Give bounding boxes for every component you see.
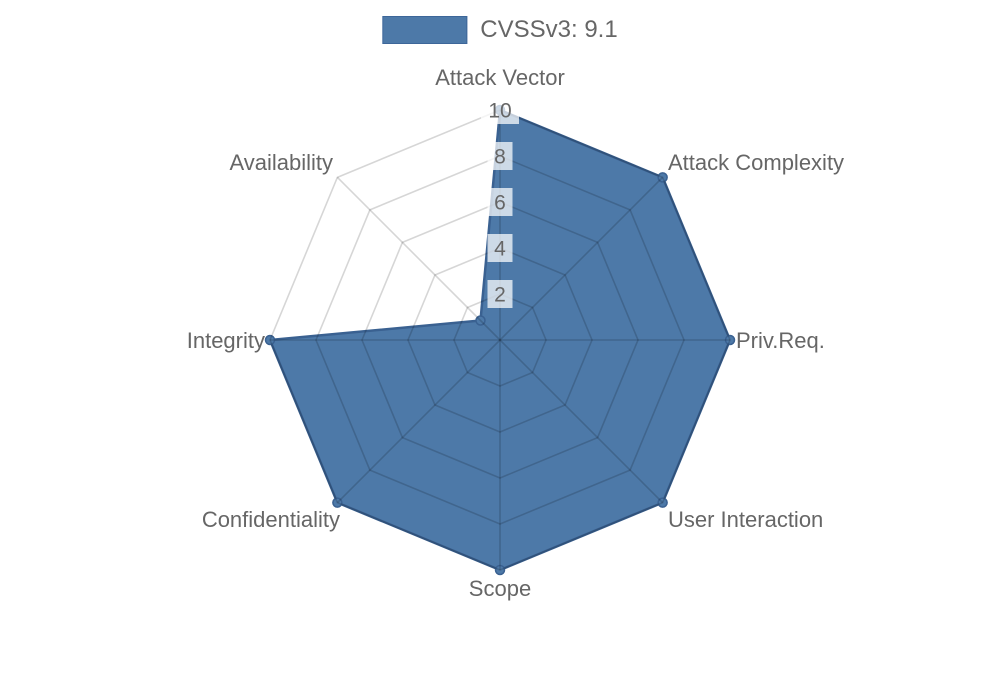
radial-tick-label: 2 <box>494 284 506 307</box>
radar-grid-ring <box>361 201 639 479</box>
tick-backdrop <box>487 188 513 216</box>
radar-grid-ring <box>269 109 731 571</box>
radar-angle-line <box>336 176 501 341</box>
axis-label-user-interaction: User Interaction <box>668 507 823 532</box>
radar-angle-line <box>336 339 501 504</box>
tick-backdrop <box>487 142 513 170</box>
axis-label-priv-req-: Priv.Req. <box>736 328 825 353</box>
radar-data-point <box>332 497 343 508</box>
axis-label-attack-complexity: Attack Complexity <box>668 150 844 175</box>
axis-label-availability: Availability <box>229 150 333 175</box>
radar-grid-ring <box>453 293 547 387</box>
axis-label-scope: Scope <box>469 576 531 601</box>
radar-data-point <box>724 334 736 346</box>
radar-grid-ring <box>407 247 593 433</box>
chart-legend-item[interactable]: CVSSv3: 9.1 <box>382 16 618 44</box>
radar-data-point <box>657 497 668 508</box>
radar-data-point <box>264 334 276 346</box>
radar-angle-line <box>499 339 664 504</box>
radial-tick-label: 4 <box>494 238 506 261</box>
radar-data-point <box>657 172 668 183</box>
radial-tick-label: 8 <box>494 146 506 169</box>
legend-label: CVSSv3: 9.1 <box>480 16 618 43</box>
tick-backdrop <box>481 96 519 124</box>
radar-data-point <box>494 564 506 576</box>
axis-label-confidentiality: Confidentiality <box>202 507 340 532</box>
tick-backdrop <box>487 280 513 308</box>
radar-grid-ring <box>315 155 685 525</box>
radar-grid <box>269 109 731 571</box>
radial-tick-label: 6 <box>494 192 506 215</box>
radial-tick-label: 10 <box>488 100 511 123</box>
radar-angle-line <box>499 176 664 341</box>
axis-label-attack-vector: Attack Vector <box>435 65 565 90</box>
tick-backdrop <box>487 234 513 262</box>
legend-swatch <box>382 16 468 44</box>
radar-data-point <box>475 315 486 326</box>
axis-label-integrity: Integrity <box>187 328 265 353</box>
